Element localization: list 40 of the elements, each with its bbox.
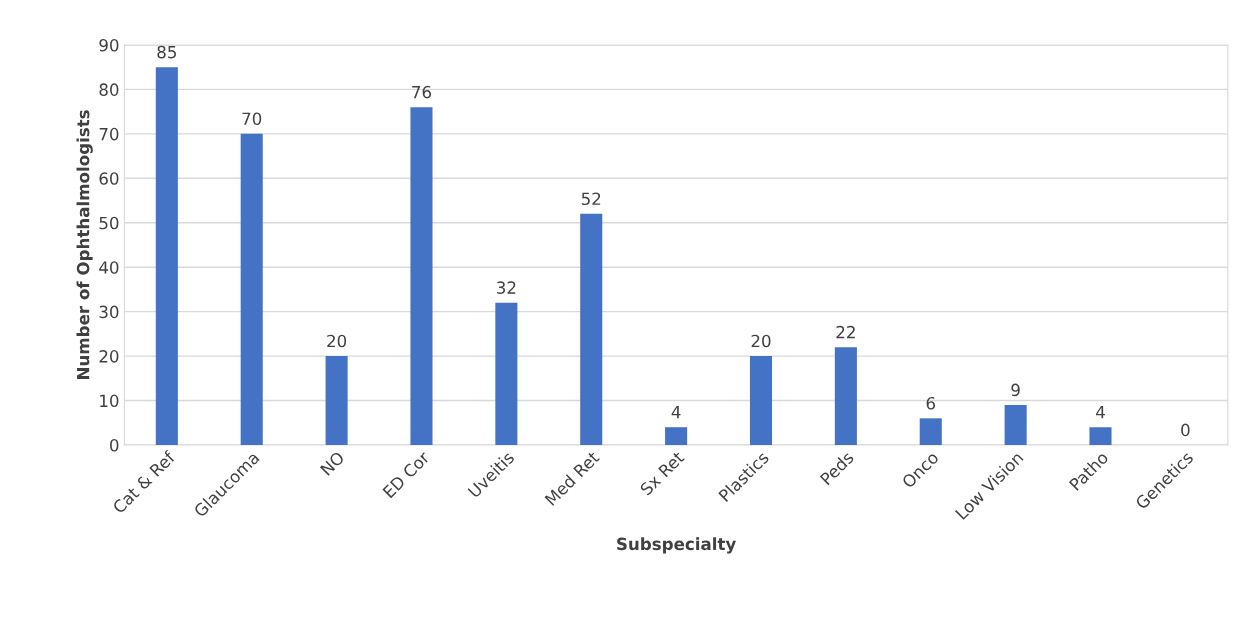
data-label: 52	[581, 192, 601, 206]
y-tick-label: 40	[99, 261, 119, 274]
data-label: 4	[671, 406, 681, 419]
data-label: 32	[497, 281, 516, 294]
data-label: 70	[242, 112, 262, 126]
bar	[1004, 404, 1027, 445]
bar	[580, 213, 603, 445]
data-label: 9	[1011, 383, 1020, 397]
bar	[325, 356, 348, 445]
bar	[495, 302, 518, 445]
bar	[919, 418, 942, 445]
data-label: 4	[1096, 406, 1105, 419]
bar	[834, 347, 857, 445]
bar	[665, 427, 688, 445]
bar	[155, 67, 178, 445]
data-label: 20	[327, 334, 347, 348]
data-label: 85	[157, 45, 176, 59]
data-label: 0	[1181, 423, 1190, 437]
x-tick-label: ED Cor	[382, 450, 431, 499]
y-tick-label: 10	[100, 394, 119, 408]
y-tick-label: 50	[99, 216, 119, 230]
y-tick-label: 60	[99, 172, 119, 185]
x-axis-title: Subspecialty	[617, 537, 736, 554]
y-axis-title: Number of Ophthalmologists	[76, 110, 93, 379]
x-tick-label: Sx Ret	[639, 450, 685, 496]
x-tick-label: NO	[319, 450, 346, 476]
y-tick-label: 70	[99, 127, 119, 141]
bar	[749, 356, 773, 445]
bar	[240, 133, 263, 445]
y-tick-label: 80	[99, 83, 119, 96]
bar	[1089, 427, 1112, 445]
y-tick-label: 0	[110, 438, 119, 452]
data-label: 6	[926, 396, 935, 410]
bar	[410, 107, 433, 445]
y-tick-label: 90	[99, 38, 119, 52]
data-label: 76	[412, 85, 432, 99]
y-tick-label: 30	[99, 305, 119, 319]
y-tick-label: 20	[99, 350, 119, 363]
data-label: 20	[751, 334, 771, 348]
data-label: 22	[836, 325, 855, 339]
